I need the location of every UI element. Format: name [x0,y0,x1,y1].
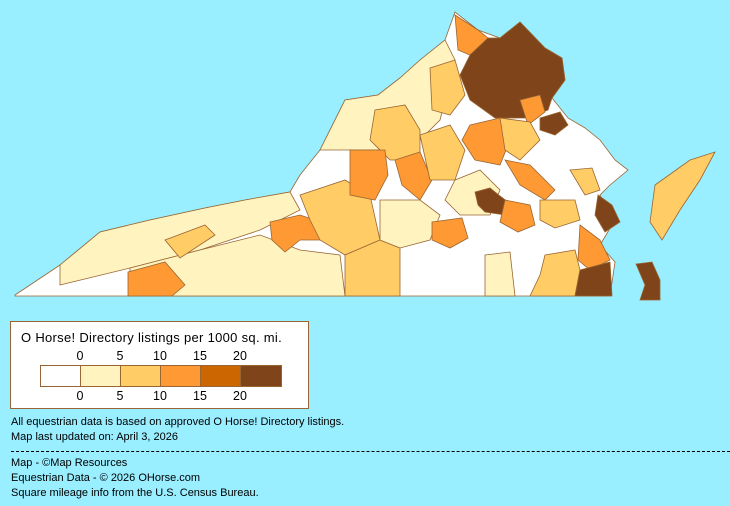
county [519,94,546,126]
county [569,167,601,196]
updated-note: Map last updated on: April 3, 2026 [11,431,178,443]
legend-tick: 10 [153,389,167,403]
county [431,217,469,249]
county [539,199,581,229]
county [594,194,621,233]
county [499,199,536,233]
county [504,159,556,201]
county [349,149,389,201]
swatch [241,366,281,386]
eastern-shore [649,151,716,241]
virginia-county-map [14,11,716,301]
map-credit: Map - ©Map Resources [11,457,128,469]
swatch [81,366,121,386]
legend-tick: 20 [233,389,247,403]
county [419,124,466,181]
legend-tick: 0 [76,389,84,403]
legend-tick: 5 [116,389,124,403]
swatch [161,366,201,386]
county [379,199,441,249]
divider [11,451,730,452]
county [127,261,186,297]
census-credit: Square mileage info from the U.S. Census… [11,487,259,499]
county [394,151,433,201]
swatch [121,366,161,386]
county [539,111,569,136]
county [574,261,613,297]
county [164,224,216,259]
legend-tick: 10 [153,349,167,363]
county [499,117,541,161]
legend-swatches [40,365,282,387]
county [429,59,466,116]
legend-title: O Horse! Directory listings per 1000 sq.… [21,330,283,345]
legend-tick: 5 [116,349,124,363]
swatch [41,366,81,386]
equestrian-credit: Equestrian Data - © 2026 OHorse.com [11,472,201,484]
legend-tick: 20 [233,349,247,363]
county [484,251,516,297]
legend-tick: 15 [193,349,207,363]
county [635,261,661,301]
county [459,21,566,119]
county [344,239,401,297]
legend: O Horse! Directory listings per 1000 sq.… [10,321,309,409]
legend-tick: 15 [193,389,207,403]
data-basis-note: All equestrian data is based on approved… [11,416,345,428]
legend-tick: 0 [76,349,84,363]
swatch [201,366,241,386]
